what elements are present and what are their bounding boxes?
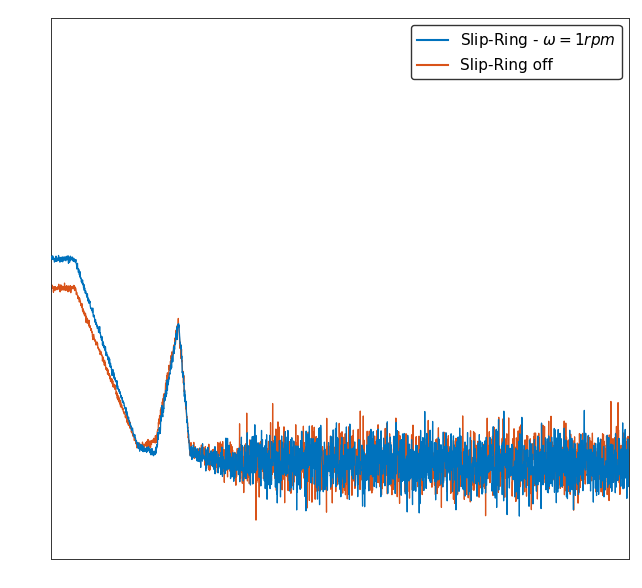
Slip-Ring - $\omega = 1rpm$ xyxy=(370,458,377,465)
Legend: Slip-Ring - $\omega = 1rpm$, Slip-Ring off: Slip-Ring - $\omega = 1rpm$, Slip-Ring o… xyxy=(411,25,621,79)
Slip-Ring off xyxy=(48,285,55,292)
Slip-Ring off xyxy=(519,416,526,423)
Slip-Ring - $\omega = 1rpm$ xyxy=(48,255,55,262)
Slip-Ring off xyxy=(564,473,571,480)
Slip-Ring - $\omega = 1rpm$ xyxy=(55,252,62,259)
Slip-Ring - $\omega = 1rpm$ xyxy=(519,470,526,477)
Slip-Ring off xyxy=(370,451,378,458)
Slip-Ring - $\omega = 1rpm$ xyxy=(272,459,279,466)
Slip-Ring off xyxy=(542,473,550,480)
Slip-Ring off xyxy=(625,477,633,484)
Slip-Ring - $\omega = 1rpm$ xyxy=(542,486,550,493)
Slip-Ring - $\omega = 1rpm$ xyxy=(625,455,633,462)
Slip-Ring off xyxy=(252,517,260,524)
Slip-Ring - $\omega = 1rpm$ xyxy=(516,513,523,520)
Slip-Ring off xyxy=(61,279,69,286)
Line: Slip-Ring - $\omega = 1rpm$: Slip-Ring - $\omega = 1rpm$ xyxy=(51,255,629,516)
Line: Slip-Ring off: Slip-Ring off xyxy=(51,283,629,520)
Slip-Ring off xyxy=(272,426,280,433)
Slip-Ring off xyxy=(59,285,67,292)
Slip-Ring - $\omega = 1rpm$ xyxy=(60,256,67,263)
Slip-Ring - $\omega = 1rpm$ xyxy=(564,446,571,453)
